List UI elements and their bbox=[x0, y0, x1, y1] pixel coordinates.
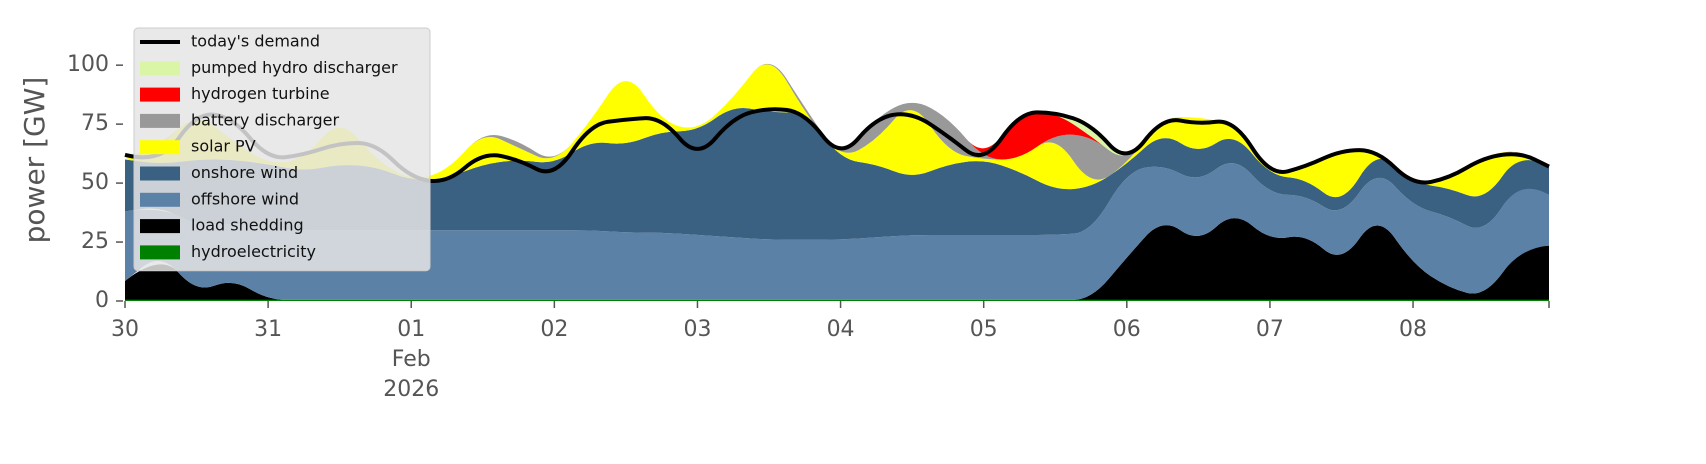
y-tick-label: 75 bbox=[81, 111, 109, 136]
legend-label: battery discharger bbox=[191, 110, 339, 129]
legend-patch bbox=[140, 245, 180, 260]
x-tick-label: 03 bbox=[683, 317, 711, 342]
legend-patch bbox=[140, 140, 180, 155]
legend-patch bbox=[140, 192, 180, 207]
x-year-label: 2026 bbox=[383, 377, 439, 402]
legend-label: solar PV bbox=[191, 137, 256, 156]
x-tick-label: 08 bbox=[1399, 317, 1427, 342]
x-month-label: Feb bbox=[392, 347, 431, 372]
area bbox=[125, 299, 1549, 301]
area bbox=[125, 218, 1549, 300]
legend-patch bbox=[140, 219, 180, 234]
legend-label: today's demand bbox=[191, 32, 320, 51]
legend-label: pumped hydro discharger bbox=[191, 58, 398, 77]
legend-patch bbox=[140, 61, 180, 76]
y-axis-label: power [GW] bbox=[18, 77, 51, 244]
y-tick-label: 25 bbox=[81, 229, 109, 254]
legend-label: hydroelectricity bbox=[191, 242, 316, 261]
legend-patch bbox=[140, 113, 180, 128]
y-tick-label: 50 bbox=[81, 170, 109, 195]
legend-label: hydrogen turbine bbox=[191, 84, 330, 103]
legend-label: offshore wind bbox=[191, 189, 299, 208]
x-tick-label: 04 bbox=[827, 317, 855, 342]
area bbox=[125, 108, 1549, 240]
legend-label: load shedding bbox=[191, 216, 304, 235]
area bbox=[125, 64, 1549, 198]
legend: today's demand pumped hydro discharger hyd… bbox=[133, 27, 431, 272]
x-tick-label: 06 bbox=[1113, 317, 1141, 342]
y-tick-label: 0 bbox=[95, 288, 109, 313]
legend-box bbox=[133, 27, 431, 272]
area bbox=[125, 163, 1549, 300]
x-tick-label: 05 bbox=[970, 317, 998, 342]
x-tick-label: 01 bbox=[397, 317, 425, 342]
y-tick-label: 100 bbox=[67, 52, 109, 77]
x-tick-label: 30 bbox=[111, 317, 139, 342]
legend-patch bbox=[140, 87, 180, 102]
x-tick-label: 31 bbox=[254, 317, 282, 342]
legend-label: onshore wind bbox=[191, 163, 298, 182]
x-tick-label: 02 bbox=[540, 317, 568, 342]
x-tick-label: 07 bbox=[1256, 317, 1284, 342]
legend-patch bbox=[140, 166, 180, 181]
